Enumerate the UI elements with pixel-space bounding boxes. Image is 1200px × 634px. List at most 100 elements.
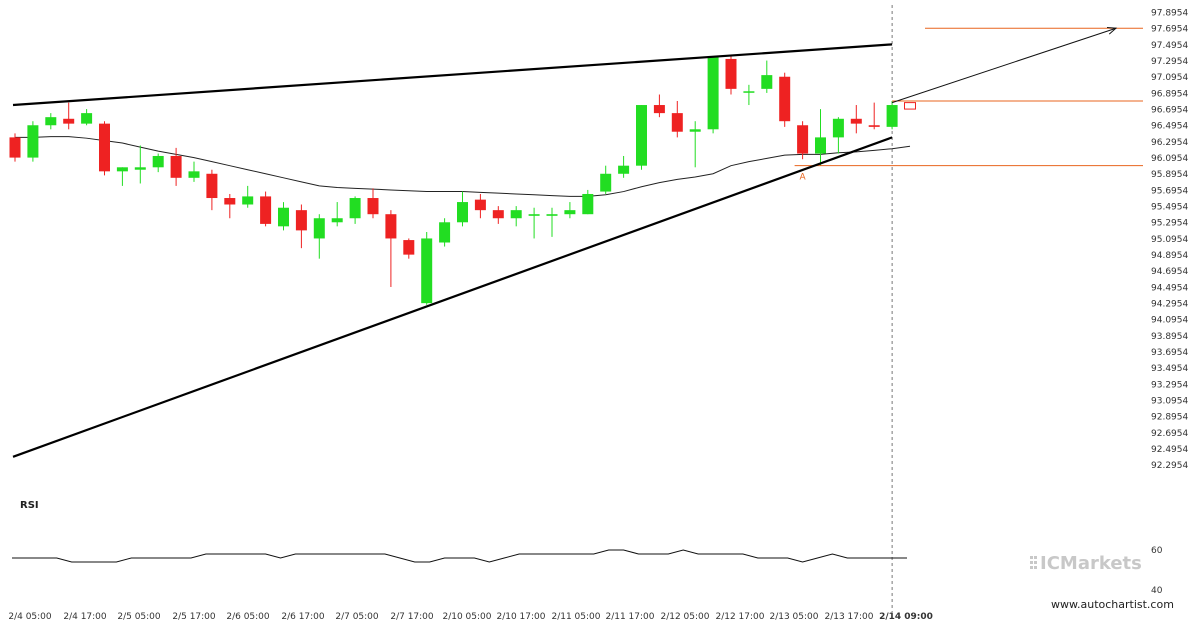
candle-body xyxy=(81,113,93,124)
y-tick-label: 96.8954 xyxy=(1151,89,1188,99)
y-tick-label: 97.2954 xyxy=(1151,57,1188,67)
candle-body xyxy=(868,125,880,127)
support-trendline xyxy=(12,136,893,458)
y-tick-label: 94.8954 xyxy=(1151,251,1188,261)
brand-dot-icon xyxy=(1030,566,1033,569)
rsi-tick-label: 40 xyxy=(1151,586,1163,596)
x-tick-label: 2/12 17:00 xyxy=(715,612,764,622)
candle-body xyxy=(134,167,146,170)
candle-body xyxy=(313,218,325,239)
x-tick-label: 2/6 05:00 xyxy=(226,612,270,622)
forecast-arrow-line xyxy=(891,27,1117,104)
x-tick-label: 2/13 17:00 xyxy=(824,612,873,622)
moving-average-layer xyxy=(15,136,911,197)
candle-body xyxy=(653,105,665,114)
candle-body xyxy=(349,198,361,219)
branding: ICMarkets www.autochartist.com xyxy=(1030,553,1174,611)
brand-dot-icon xyxy=(1034,556,1037,559)
trendlines-layer xyxy=(12,27,1118,458)
candle-body xyxy=(743,91,755,93)
x-tick-label: 2/5 05:00 xyxy=(117,612,161,622)
candle-body xyxy=(9,137,21,158)
candle-body xyxy=(421,238,433,304)
rsi-title: RSI xyxy=(20,500,39,511)
candle-body xyxy=(546,214,558,216)
candle-body xyxy=(188,171,200,178)
candle-body xyxy=(403,240,415,255)
y-tick-label: 97.8954 xyxy=(1151,8,1188,18)
x-tick-label: 2/6 17:00 xyxy=(281,612,325,622)
candle-body xyxy=(206,173,218,199)
candle-body xyxy=(170,155,182,178)
price-axis: 97.8954 97.6954 97.4954 97.2954 97.0954 96.89… xyxy=(1151,8,1188,471)
candle-body xyxy=(761,75,773,89)
y-tick-label: 93.4954 xyxy=(1151,364,1188,374)
candle-body xyxy=(457,202,468,223)
y-tick-label: 95.6954 xyxy=(1151,186,1188,196)
brand-dot-icon xyxy=(1034,566,1037,569)
levels-layer: A xyxy=(794,27,1143,182)
candle-body xyxy=(116,167,128,172)
time-axis: 2/4 05:00 2/4 17:00 2/5 05:00 2/5 17:00 2/6 … xyxy=(8,5,933,622)
y-tick-label: 92.6954 xyxy=(1151,429,1188,439)
candle-body xyxy=(45,117,57,126)
candle-body xyxy=(510,210,522,219)
y-tick-label: 96.0954 xyxy=(1151,154,1188,164)
x-tick-label: 2/13 05:00 xyxy=(769,612,818,622)
candle-body xyxy=(63,118,75,124)
candle-body xyxy=(528,214,540,216)
x-tick-label: 2/10 17:00 xyxy=(496,612,545,622)
x-tick-label: 2/7 05:00 xyxy=(335,612,379,622)
candle-body xyxy=(295,210,307,231)
y-tick-label: 92.2954 xyxy=(1151,461,1188,471)
x-tick-label: 2/14 09:00 xyxy=(879,612,933,622)
candle-body xyxy=(331,218,343,223)
candles-layer xyxy=(9,56,916,305)
y-tick-label: 92.8954 xyxy=(1151,413,1188,423)
candle-body xyxy=(260,196,272,224)
candle-body xyxy=(636,105,647,166)
candle-body xyxy=(224,198,236,205)
candle-body xyxy=(99,123,110,172)
y-tick-label: 97.6954 xyxy=(1151,25,1188,35)
rsi-panel: RSI 60 40 xyxy=(12,500,1163,596)
candle-body xyxy=(886,105,898,127)
candle-body xyxy=(815,137,826,154)
next-candle-placeholder xyxy=(904,102,916,110)
y-tick-label: 94.4954 xyxy=(1151,283,1188,293)
rsi-line xyxy=(12,549,907,563)
candle-body xyxy=(492,210,504,219)
y-tick-label: 95.2954 xyxy=(1151,219,1188,229)
y-tick-label: 97.4954 xyxy=(1151,41,1188,51)
candle-body xyxy=(278,207,289,227)
candle-body xyxy=(600,173,612,192)
x-tick-label: 2/11 17:00 xyxy=(605,612,654,622)
brand-dot-icon xyxy=(1030,561,1033,564)
x-tick-label: 2/12 05:00 xyxy=(660,612,709,622)
y-tick-label: 93.8954 xyxy=(1151,332,1188,342)
candle-body xyxy=(27,125,39,158)
y-tick-label: 93.2954 xyxy=(1151,380,1188,390)
x-tick-label: 2/5 17:00 xyxy=(172,612,216,622)
footer-url: www.autochartist.com xyxy=(1051,598,1174,611)
y-tick-label: 95.4954 xyxy=(1151,202,1188,212)
forecast-arrowhead-icon xyxy=(1106,27,1118,35)
brand-logo: ICMarkets xyxy=(1040,553,1142,574)
y-tick-label: 94.2954 xyxy=(1151,300,1188,310)
x-tick-label: 2/7 17:00 xyxy=(390,612,434,622)
candle-body xyxy=(725,58,737,89)
candle-body xyxy=(689,129,701,132)
y-tick-label: 94.0954 xyxy=(1151,316,1188,326)
brand-dot-icon xyxy=(1034,561,1037,564)
candle-body xyxy=(671,113,683,132)
x-tick-label: 2/10 05:00 xyxy=(442,612,491,622)
candle-body xyxy=(385,214,397,239)
candle-body xyxy=(707,56,719,130)
point-a-label: A xyxy=(800,172,807,182)
moving-average-line xyxy=(15,136,911,197)
y-tick-label: 95.8954 xyxy=(1151,170,1188,180)
y-tick-label: 92.4954 xyxy=(1151,445,1188,455)
candle-body xyxy=(152,155,164,168)
y-tick-label: 96.4954 xyxy=(1151,122,1188,132)
candle-body xyxy=(832,118,844,138)
